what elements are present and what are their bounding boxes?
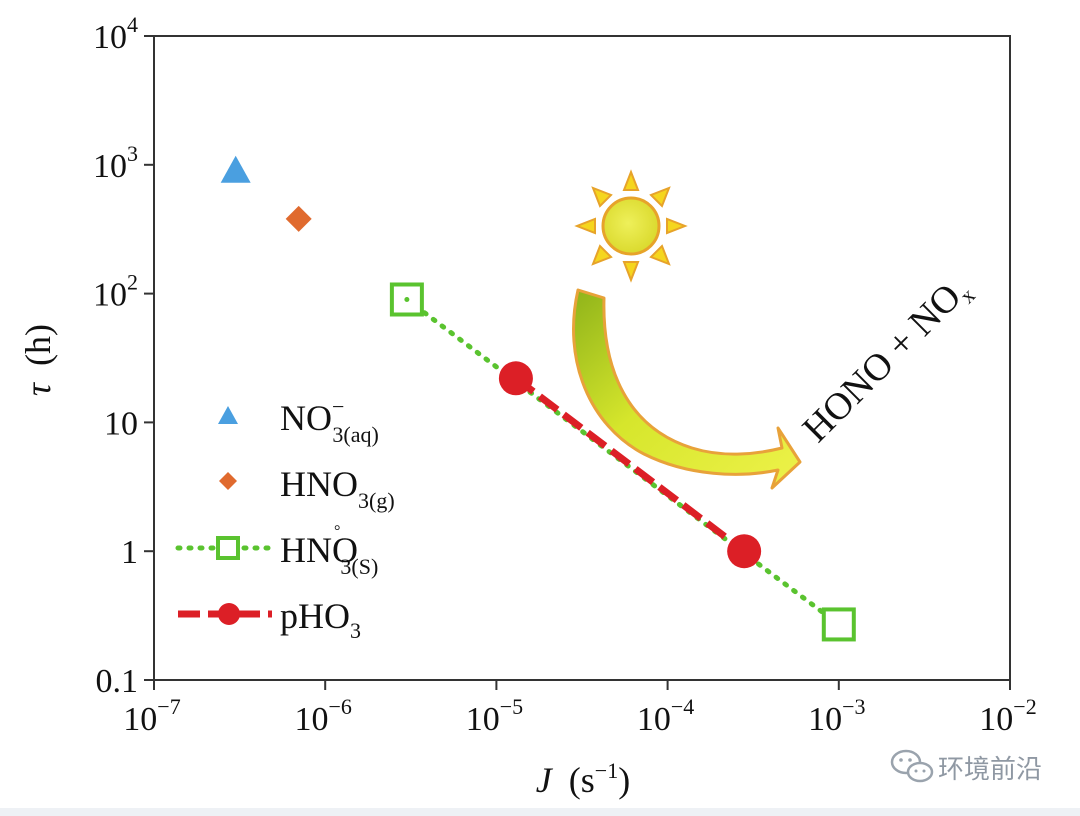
hno3-s-point-0 [389,282,424,317]
pho3-line [513,375,747,554]
x-tick-label-4: 10−3 [808,694,865,738]
x-tick-label-2: 10−5 [466,694,523,738]
legend-marker-hno3-s [216,536,240,560]
y-tick-label-5: 104 [93,12,138,56]
pho3-point-0 [498,361,533,396]
x-axis-unit: (s [569,760,595,800]
reaction-arrow [572,288,802,490]
y-tick-label-0: 0.1 [96,663,139,700]
no3-aq-point-0 [220,155,251,183]
plot-frame [153,35,1011,681]
y-tick-label-3: 102 [93,270,138,314]
watermark: 环境前沿 [890,749,1042,784]
legend-label-hno3-s: HNO°3(S) [280,523,378,579]
y-tick-labels: 0.1 1 10 102 103 104 [93,12,138,700]
hno3-s-point-1 [821,607,856,642]
legend-label-hno3-g: HNO3(g) [280,464,395,513]
x-axis-variable: J [536,760,554,800]
legend: NO− 3(aq) HNO3(g) HNO°3(S) pHO3 [175,394,395,643]
x-tick-label-1: 10−6 [294,694,351,738]
x-axis-unit-exp: −1 [595,758,618,783]
y-axis-variable: τ [18,382,58,396]
x-tick-label-0: 10−7 [123,694,180,738]
y-tick-label-1: 1 [121,534,138,571]
product-label: HONO + NOx [795,268,980,453]
wechat-icon [890,749,934,783]
hno3-s-center-dot [404,296,410,302]
pho3-point-1 [727,534,762,569]
x-tick-label-5: 10−2 [979,694,1036,738]
x-axis-unit-close: ) [618,760,630,800]
legend-marker-pho3 [218,603,240,625]
series-lines [404,296,842,627]
y-tick-label-2: 10 [104,405,138,442]
x-tick-labels: 10−7 10−6 10−5 10−4 10−3 10−2 [123,694,1036,738]
legend-marker-hno3-g [219,472,237,490]
x-axis-label: J (s−1) [536,758,630,800]
legend-label-no3-aq: NO− 3(aq) [280,394,379,447]
sun-icon [574,169,688,283]
watermark-text: 环境前沿 [938,754,1042,784]
axis-ticks [144,35,1011,690]
y-tick-label-4: 103 [93,141,138,185]
series-points [220,155,856,642]
hno3-g-point-0 [285,205,312,232]
hno3-s-line [404,296,842,627]
legend-label-pho3: pHO3 [280,596,361,643]
y-axis-unit: (h) [18,324,58,366]
x-tick-label-3: 10−4 [637,694,694,738]
legend-marker-no3-aq [218,406,238,424]
y-axis-label: τ (h) [18,324,58,396]
